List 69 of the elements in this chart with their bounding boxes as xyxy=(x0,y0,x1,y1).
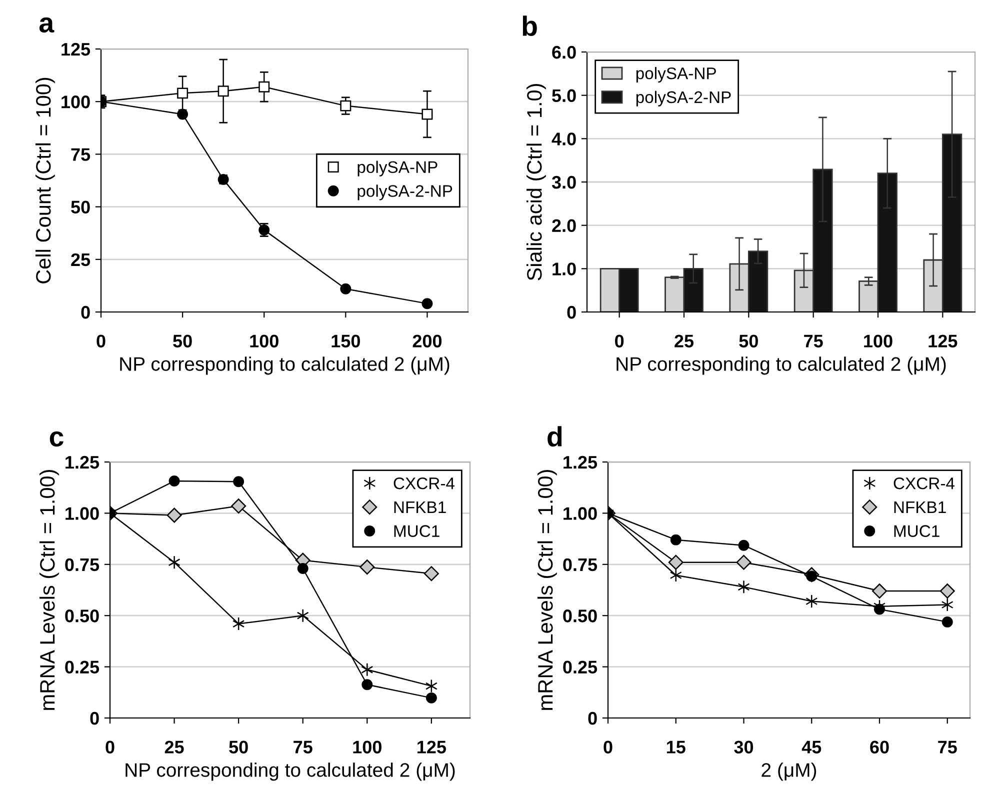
x-tick-label: 100 xyxy=(353,740,382,754)
chart-title: b xyxy=(522,16,537,36)
x-tick-label: 0 xyxy=(615,334,624,348)
legend-label: NFKB1 xyxy=(394,501,446,513)
y-tick-label: 1.00 xyxy=(564,507,597,520)
y-tick-label: 0.25 xyxy=(65,660,100,674)
legend-label: polySA-2-NP xyxy=(636,90,731,106)
y-axis-title: Cell Count (Ctrl = 100) xyxy=(35,78,55,284)
x-tick-label: 75 xyxy=(294,740,312,754)
chart-title: a xyxy=(39,17,54,33)
x-axis-title: NP corresponding to calculated 2 (μM) xyxy=(120,356,450,375)
y-axis-title: Sialic acid (Ctrl = 1.0) xyxy=(526,84,546,280)
legend-label: CXCR-4 xyxy=(894,477,955,490)
x-tick-label: 125 xyxy=(418,740,446,754)
y-tick-label: 0.25 xyxy=(563,660,598,674)
y-tick-label: 0.50 xyxy=(65,610,99,622)
y-tick-label: 6.0 xyxy=(552,46,576,59)
y-tick-label: 1.25 xyxy=(564,456,598,469)
chart-title: c xyxy=(50,431,64,447)
x-tick-label: 200 xyxy=(412,334,442,348)
y-tick-label: 50 xyxy=(71,200,90,214)
legend-label: polySA-NP xyxy=(636,67,716,83)
y-tick-label: 5.0 xyxy=(552,89,576,102)
legend-label: NFKB1 xyxy=(894,501,946,513)
x-tick-label: 50 xyxy=(739,334,758,348)
y-tick-label: 100 xyxy=(62,96,90,108)
x-tick-label: 100 xyxy=(250,334,278,348)
x-tick-label: 75 xyxy=(804,334,823,348)
x-tick-label: 45 xyxy=(802,740,822,754)
y-tick-label: 2.0 xyxy=(552,219,576,232)
legend-label: MUC1 xyxy=(894,525,940,537)
x-axis-title: 2 (μM) xyxy=(762,762,816,781)
x-tick-label: 15 xyxy=(666,740,686,754)
x-tick-label: 50 xyxy=(173,334,192,348)
x-tick-label: 75 xyxy=(938,740,957,754)
y-tick-label: 1.0 xyxy=(552,262,576,276)
y-tick-label: 75 xyxy=(71,148,90,161)
y-tick-label: 0.50 xyxy=(563,610,597,622)
y-tick-label: 0 xyxy=(588,712,597,725)
x-tick-label: 150 xyxy=(332,334,360,348)
x-tick-label: 30 xyxy=(734,740,754,754)
x-tick-label: 25 xyxy=(164,740,184,754)
chart-title: d xyxy=(548,426,562,447)
x-tick-label: 100 xyxy=(864,334,892,348)
y-tick-label: 3.0 xyxy=(552,176,576,189)
y-tick-label: 25 xyxy=(71,253,90,266)
x-tick-label: 25 xyxy=(674,334,694,348)
y-tick-label: 1.00 xyxy=(66,507,99,520)
y-tick-label: 0 xyxy=(90,712,99,725)
y-tick-label: 4.0 xyxy=(552,132,576,146)
x-axis-title: NP corresponding to calculated 2 (μM) xyxy=(616,356,946,375)
x-tick-label: 125 xyxy=(928,334,958,348)
legend-label: CXCR-4 xyxy=(394,477,455,490)
y-tick-label: 125 xyxy=(62,42,90,56)
y-tick-label: 1.25 xyxy=(66,456,100,469)
legend-label: polySA-NP xyxy=(358,160,438,176)
y-tick-label: 0 xyxy=(567,306,576,319)
x-tick-label: 50 xyxy=(229,740,248,754)
x-axis-title: NP corresponding to calculated 2 (μM) xyxy=(126,762,455,781)
x-tick-label: 0 xyxy=(106,740,114,754)
legend-label: MUC1 xyxy=(394,525,440,537)
y-tick-label: 0.75 xyxy=(563,558,598,572)
x-tick-label: 60 xyxy=(870,740,889,754)
y-tick-label: 0 xyxy=(81,306,90,319)
y-axis-title: mRNA Levels (Ctrl = 1.00) xyxy=(39,470,59,710)
y-axis-title: mRNA Levels (Ctrl = 1.00) xyxy=(537,470,557,710)
y-tick-label: 0.75 xyxy=(65,558,100,572)
x-tick-label: 0 xyxy=(604,740,612,754)
legend-label: polySA-2-NP xyxy=(358,184,452,200)
